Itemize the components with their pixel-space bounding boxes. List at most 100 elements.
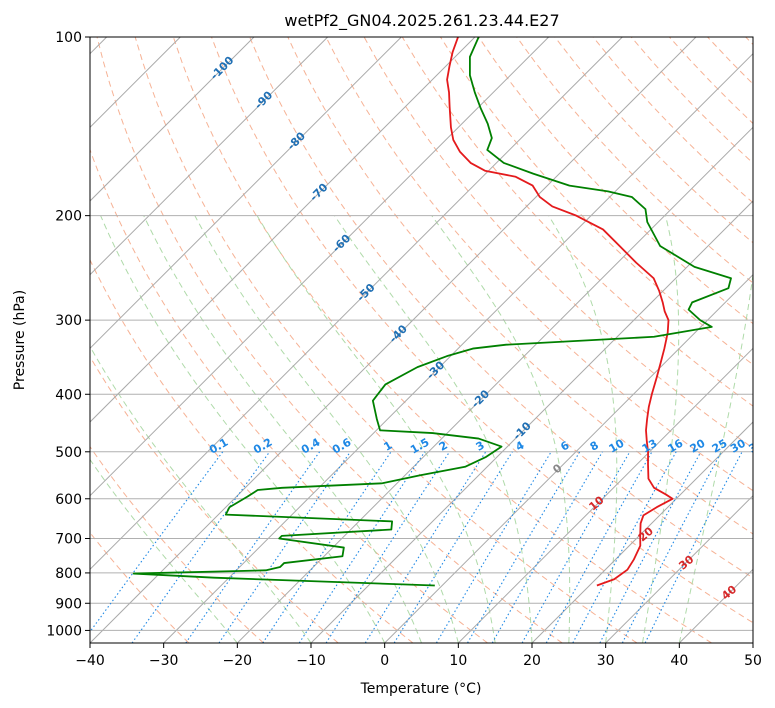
dry-adiabat-line [592,37,753,204]
dry-adiabat-line [287,37,753,535]
dry-adiabat-line [90,258,414,643]
y-tick-label: 200 [55,209,82,225]
isotherm-line [90,37,255,202]
moist-adiabat-line [678,270,753,643]
mixing-ratio-line [262,451,392,643]
mixing-ratio-line [467,451,581,643]
mixing-ratio-line [131,451,271,643]
isotherm-line [90,37,697,643]
y-axis-label: Pressure (hPa) [12,290,28,390]
mixing-ratio-line [364,451,487,643]
y-tick-label: 800 [55,566,82,582]
dewpoint-trace [132,37,732,587]
dry-adiabat-line [745,37,753,46]
x-tick-label: 30 [597,653,615,669]
dry-adiabat-line [90,531,190,643]
mixing-ratio-line [325,451,451,643]
dry-adiabat-line [325,37,753,492]
plot-area: -100-90-80-70-60-50-40-30-20-100.1 0.2 0.4… [90,37,767,643]
dry-adiabat-line [478,37,753,325]
mixing-ratio-label: 20 [688,437,708,456]
isotherm-line [384,273,753,643]
dry-adiabat-line [211,37,753,624]
mixing-ratio-label: 13 [640,437,660,456]
x-tick-label: 10 [449,653,467,669]
isotherm-label: -60 [330,231,353,254]
dry-adiabat-line [90,148,488,643]
moist-adiabat-line [431,215,571,643]
chart-title: wetPf2_GN04.2025.261.23.44.E27 [284,11,559,31]
y-tick-label: 900 [55,596,82,612]
mixing-ratio-label: 0.4 [299,435,323,456]
dry-adiabat-line [516,37,753,284]
isotherm-line [678,568,753,643]
y-tick-label: 400 [55,387,82,403]
mixing-ratio-label: 25 [710,437,730,456]
x-tick-label: 0 [380,653,389,669]
mixing-ratio-label: 0.2 [251,436,274,457]
dry-adiabat-line [90,445,264,643]
y-tick-label: 600 [55,492,82,508]
mixing-ratio-line [298,451,426,643]
y-tick-label: 1000 [46,623,82,639]
mixing-ratio-line [90,451,224,633]
mixing-ratio-line [599,451,702,643]
isotherm-line [752,642,753,643]
isotherm-line [531,421,753,643]
adiabat-label: 20 [636,524,656,544]
x-tick-label: −30 [149,653,179,669]
x-tick-label: −20 [223,653,253,669]
isotherm-line [90,37,550,497]
mixing-ratio-line [435,451,552,643]
isotherm-line [90,37,329,276]
moist-adiabat-line [548,215,618,643]
x-tick-label: −40 [75,653,105,669]
isotherm-line [90,37,402,350]
moist-adiabat-line [256,215,496,643]
isotherm-line [236,126,753,643]
mixing-ratio-line [572,451,677,643]
mixing-ratio-line [545,451,653,643]
moist-adiabat-line [90,458,238,643]
moist-adiabat-line [100,215,386,643]
y-tick-label: 700 [55,532,82,548]
isotherm-line [90,37,476,423]
moist-adiabat-line [194,215,459,643]
mixing-ratio-label: 36 [747,437,767,456]
isotherm-line [90,37,623,571]
y-tick-label: 100 [55,30,82,46]
isotherm-line [310,200,753,643]
mixing-ratio-line [521,451,631,643]
temperature-trace [446,37,674,587]
dry-adiabat-line [249,37,753,579]
dry-adiabat-line [134,37,638,643]
moist-adiabat-line [642,215,680,643]
dry-adiabat-line [172,37,712,643]
isotherm-line [457,347,753,643]
adiabat-label: 10 [586,493,606,513]
mixing-ratio-label: 30 [728,437,748,456]
dry-adiabat-line [96,37,563,643]
y-tick-label: 500 [55,445,82,461]
axes: −40 −30 −20 −10 0 10 20 30 40 5010020030040050060… [46,30,762,669]
isotherm-label: -30 [424,358,447,381]
isotherm-line [605,494,753,643]
mixing-ratio-label: 1.5 [408,436,431,457]
x-axis-label: Temperature (°C) [360,681,482,697]
adiabat-label: 0 [550,461,564,476]
dry-adiabat-line [669,37,753,125]
y-tick-label: 300 [55,313,82,329]
mixing-ratio-label: 0.1 [207,436,230,457]
dry-adiabat-line [90,355,339,643]
mixing-ratio-label: 16 [666,437,686,456]
x-tick-label: 50 [744,653,762,669]
mixing-ratio-line [218,451,351,643]
mixing-ratio-line [185,451,321,643]
moist-adiabat-line [334,215,533,643]
x-tick-label: 40 [670,653,688,669]
isotherm-label: -90 [252,88,275,111]
plot-frame [89,36,754,644]
moist-adiabat-line [90,345,312,643]
mixing-ratio-line [644,451,743,643]
